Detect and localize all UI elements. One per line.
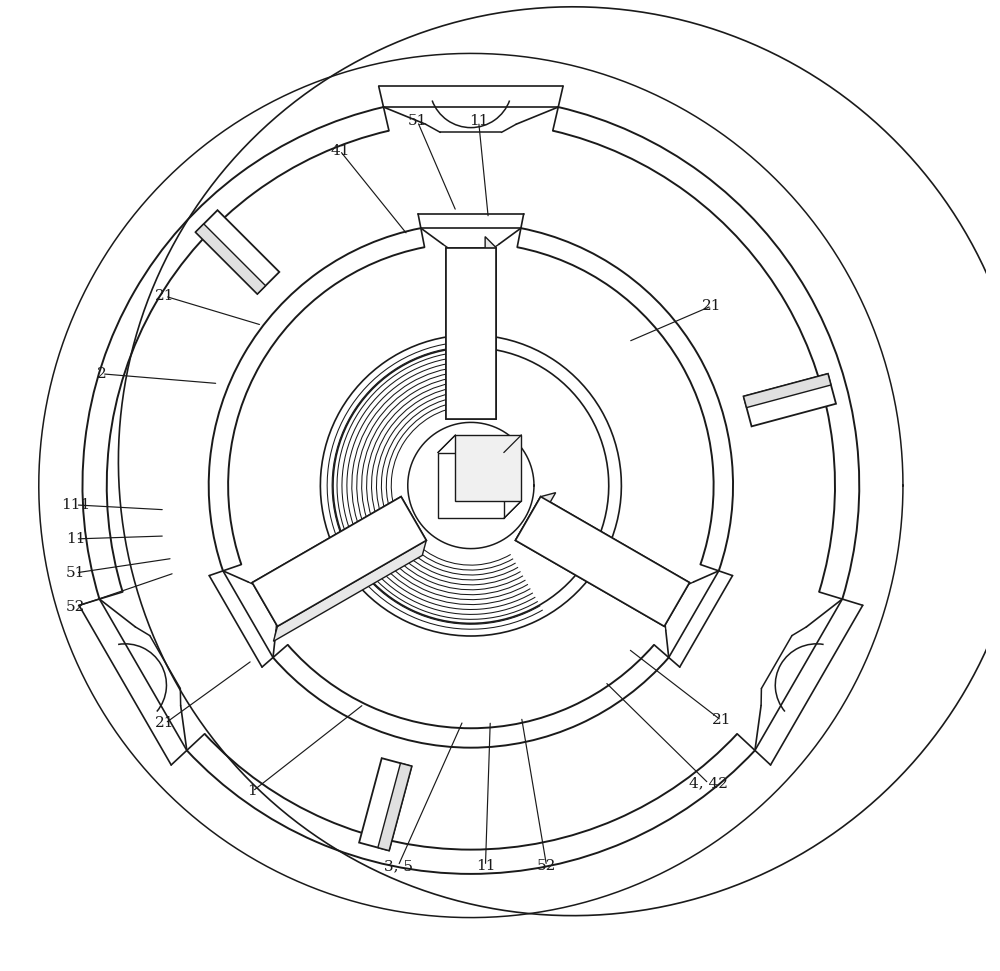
Polygon shape — [515, 496, 690, 626]
Polygon shape — [378, 763, 412, 851]
Polygon shape — [744, 374, 836, 426]
Text: 4, 42: 4, 42 — [689, 777, 728, 790]
Text: 21: 21 — [155, 289, 175, 303]
Text: 52: 52 — [537, 859, 556, 873]
Polygon shape — [252, 496, 426, 626]
Polygon shape — [515, 492, 556, 541]
Text: 41: 41 — [330, 144, 350, 157]
Polygon shape — [455, 435, 521, 501]
Polygon shape — [196, 210, 279, 294]
Polygon shape — [446, 248, 496, 419]
Polygon shape — [273, 541, 426, 641]
Text: 51: 51 — [66, 566, 85, 580]
Text: 11: 11 — [476, 859, 495, 873]
Text: 21: 21 — [702, 299, 721, 313]
Text: 11: 11 — [66, 532, 85, 546]
Text: 2: 2 — [97, 367, 107, 381]
Text: 11: 11 — [469, 115, 488, 128]
Text: 21: 21 — [712, 714, 731, 727]
Polygon shape — [485, 237, 496, 419]
Polygon shape — [438, 452, 504, 519]
Text: 1: 1 — [248, 785, 257, 798]
Polygon shape — [446, 248, 496, 419]
Text: 51: 51 — [408, 115, 427, 128]
Text: 3, 5: 3, 5 — [384, 859, 413, 873]
Polygon shape — [196, 224, 266, 294]
Polygon shape — [252, 496, 426, 626]
Polygon shape — [744, 374, 831, 408]
Polygon shape — [515, 496, 690, 626]
Text: 52: 52 — [66, 600, 85, 614]
Text: 21: 21 — [155, 717, 175, 730]
Text: 111: 111 — [61, 498, 90, 512]
Polygon shape — [359, 758, 412, 851]
